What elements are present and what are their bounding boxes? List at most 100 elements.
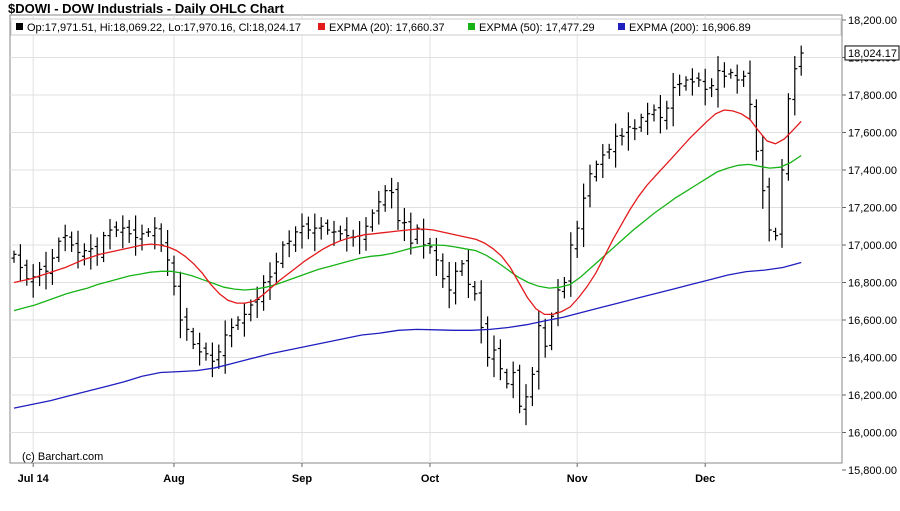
ohlc-bar <box>408 212 414 255</box>
ohlc-bar <box>69 231 75 252</box>
ohlc-bar <box>261 275 267 311</box>
ohlc-bar <box>491 335 497 378</box>
ohlc-bar <box>331 220 337 246</box>
ohlc-bar <box>414 224 420 245</box>
legend-box <box>10 18 842 36</box>
ohlc-bar <box>312 213 318 252</box>
y-tick-label: 17,600.00 <box>848 128 897 140</box>
y-tick-label: 16,400.00 <box>848 353 897 365</box>
ohlc-bar <box>709 78 715 98</box>
ohlc-bar <box>43 251 49 290</box>
ohlc-bar <box>273 252 279 285</box>
ohlc-bar <box>606 143 612 159</box>
ohlc-bar <box>325 219 331 235</box>
ohlc-bar <box>600 144 606 179</box>
ohlc-bar <box>235 316 241 330</box>
ohlc-bar <box>190 327 196 350</box>
ohlc-bar <box>766 177 772 242</box>
ohlc-bar <box>280 241 286 269</box>
y-tick-label: 15,800.00 <box>848 465 897 477</box>
y-tick-label: 16,600.00 <box>848 315 897 327</box>
chart-title: $DOWI - DOW Industrials - Daily OHLC Cha… <box>8 1 284 16</box>
ohlc-bar <box>344 217 350 252</box>
ohlc-bar <box>478 280 484 344</box>
ohlc-bar <box>171 255 177 296</box>
ohlc-bar <box>267 262 273 300</box>
ohlc-bar <box>203 342 209 361</box>
ohlc-bar <box>779 159 785 248</box>
ohlc-bar <box>120 215 126 249</box>
x-tick-label: Nov <box>567 473 589 485</box>
y-tick-label: 16,800.00 <box>848 278 897 290</box>
ohlc-bar <box>651 104 657 122</box>
x-tick-label: Sep <box>292 473 312 485</box>
ohlc-bar <box>369 209 375 232</box>
ohlc-bar <box>593 160 599 182</box>
x-tick-label: Oct <box>421 473 440 485</box>
ohlc-bar <box>670 72 676 127</box>
ohlc-bar <box>305 216 311 240</box>
ohlc-bar <box>741 70 747 87</box>
last-close-label: 18,024.17 <box>848 48 897 60</box>
ohlc-bar <box>126 220 132 243</box>
x-tick-label: Dec <box>695 473 715 485</box>
legend-ema20-text: EXPMA (20): 17,660.37 <box>329 22 445 34</box>
ohlc-bar <box>561 276 567 299</box>
ohlc-bar <box>446 261 452 309</box>
ema50-line <box>13 154 802 312</box>
ohlc-bar <box>683 76 689 91</box>
ohlc-bar <box>734 64 740 94</box>
ohlc-bar <box>184 307 190 341</box>
ohlc-bar <box>248 299 254 322</box>
ohlc-bar <box>549 312 555 351</box>
ohlc-bar <box>568 232 574 297</box>
legend-ohlc-text: Op:17,971.51, Hi:18,069.22, Lo:17,970.16… <box>27 22 301 34</box>
ema-lines <box>13 109 802 409</box>
ohlc-bar <box>728 68 734 79</box>
ohlc-bar <box>133 215 139 256</box>
ohlc-bar <box>177 271 183 339</box>
ohlc-bar <box>689 68 695 96</box>
ema20-line <box>13 109 802 316</box>
ohlc-bar <box>139 224 145 251</box>
ohlc-bar <box>581 183 587 248</box>
ohlc-bar <box>485 316 491 367</box>
ohlc-bar <box>510 361 516 399</box>
ohlc-bar <box>529 367 535 407</box>
ohlc-bar <box>81 243 87 266</box>
ohlc-bar <box>299 213 305 249</box>
ohlc-bar <box>619 128 625 146</box>
ohlc-bar <box>433 237 439 276</box>
plot-area <box>9 14 843 464</box>
ohlc-bar <box>216 344 222 369</box>
ohlc-bar <box>113 221 119 237</box>
y-tick-label: 17,400.00 <box>848 165 897 177</box>
ohlc-bar <box>389 177 395 209</box>
y-tick-label: 17,800.00 <box>848 90 897 102</box>
ohlc-bar <box>587 164 593 208</box>
ohlc-bar <box>542 318 548 358</box>
ohlc-bar <box>574 220 580 258</box>
ohlc-bar <box>49 248 55 285</box>
ohlc-bar <box>11 250 17 263</box>
ohlc-bar <box>453 262 459 305</box>
ohlc-bar <box>613 123 619 168</box>
ohlc-bar <box>337 225 343 241</box>
ohlc-bar <box>459 260 465 276</box>
ohlc-bar <box>721 62 727 88</box>
ohlc-bar <box>715 56 721 108</box>
legend-ema200-text: EXPMA (200): 16,906.89 <box>629 22 751 34</box>
ohlc-bar <box>504 368 510 389</box>
ohlc-bar <box>286 230 292 258</box>
last-close-box <box>844 45 900 61</box>
ohlc-bar <box>440 253 446 288</box>
y-tick-label: 17,000.00 <box>848 240 897 252</box>
ohlc-bar <box>677 74 683 96</box>
ohlc-bar <box>165 230 171 276</box>
ohlc-bar <box>229 318 235 348</box>
ohlc-bar <box>702 68 708 106</box>
y-tick-label: 16,200.00 <box>848 390 897 402</box>
ohlc-bar <box>753 99 759 161</box>
y-tick-label: 18,200.00 <box>848 15 897 27</box>
